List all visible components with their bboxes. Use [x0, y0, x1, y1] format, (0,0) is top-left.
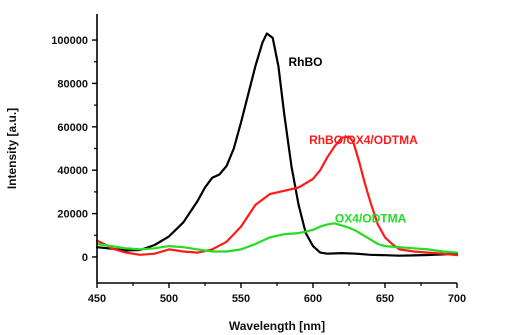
x-tick-label: 500 [160, 293, 178, 305]
y-tick-label: 60000 [57, 122, 88, 134]
y-tick-label: 80000 [57, 78, 88, 90]
series-label: RhBO [289, 55, 323, 69]
x-tick-label: 450 [88, 293, 106, 305]
y-tick-label: 0 [82, 252, 88, 264]
series-label: RhBO/OX4/ODTMA [309, 133, 418, 147]
series-line-2 [95, 222, 459, 254]
x-axis-title: Wavelength [nm] [229, 319, 325, 333]
y-axis-title: Intensity [a.u.] [5, 108, 19, 189]
y-tick-label: 20000 [57, 209, 88, 221]
x-tick-label: 550 [232, 293, 250, 305]
series-label: OX4/ODTMA [335, 211, 407, 225]
y-tick-label: 40000 [57, 165, 88, 177]
series-line-0 [95, 32, 459, 257]
series-labels: RhBO RhBO/OX4/ODTMA OX4/ODTMA [289, 55, 419, 225]
series-line-1 [95, 135, 459, 257]
y-axis-ticks: 0 20000 40000 60000 80000 100000 [51, 35, 97, 264]
x-tick-label: 700 [448, 293, 466, 305]
x-tick-label: 600 [304, 293, 322, 305]
x-axis-ticks: 450 500 550 600 650 700 [88, 283, 466, 305]
plot-lines [95, 32, 459, 257]
x-tick-label: 650 [376, 293, 394, 305]
y-tick-label: 100000 [51, 35, 88, 47]
